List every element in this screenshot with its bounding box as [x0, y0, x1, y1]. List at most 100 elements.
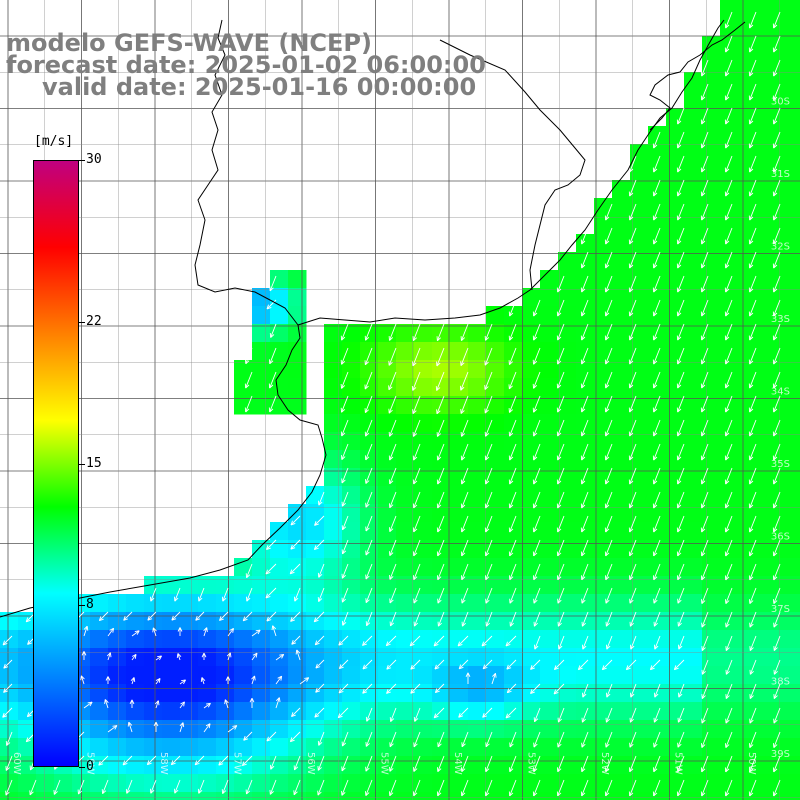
wind-arrow — [251, 652, 258, 661]
wind-arrow — [700, 539, 709, 557]
wind-speed-cell — [522, 648, 541, 667]
wind-arrow — [628, 179, 637, 197]
wind-speed-cell — [774, 738, 793, 757]
wind-speed-cell — [144, 594, 163, 613]
wind-speed-cell — [504, 648, 523, 667]
wind-speed-cell — [558, 252, 577, 271]
wind-speed-cell — [558, 288, 577, 307]
wind-speed-cell — [720, 180, 739, 199]
wind-arrow — [678, 635, 685, 650]
wind-speed-cell — [702, 90, 721, 109]
wind-speed-cell — [774, 144, 793, 163]
wind-speed-cell — [414, 792, 433, 800]
wind-speed-cell — [756, 18, 775, 37]
wind-arrow — [557, 611, 565, 627]
wind-speed-cell — [630, 342, 649, 361]
wind-speed-cell — [270, 666, 289, 685]
wind-speed-cell — [396, 576, 415, 595]
wind-speed-cell — [126, 612, 145, 631]
wind-arrow — [580, 227, 589, 245]
wind-speed-cell — [666, 684, 685, 703]
wind-arrow — [509, 611, 517, 627]
wind-speed-cell — [414, 774, 433, 793]
wind-speed-cell — [198, 774, 217, 793]
wind-speed-cell — [378, 648, 397, 667]
wind-arrow — [83, 701, 93, 709]
wind-speed-cell — [252, 540, 271, 559]
wind-arrow — [676, 755, 685, 773]
wind-arrow — [389, 731, 397, 748]
wind-speed-cell — [720, 468, 739, 487]
wind-speed-cell — [774, 792, 793, 800]
wind-speed-cell — [378, 504, 397, 523]
wind-speed-cell — [738, 288, 757, 307]
wind-speed-cell — [378, 630, 397, 649]
wind-speed-cell — [792, 702, 800, 721]
wind-arrow — [460, 443, 469, 461]
wind-arrow — [676, 395, 685, 413]
wind-arrow — [389, 755, 397, 772]
wind-speed-cell — [648, 414, 667, 433]
wind-speed-cell — [684, 720, 703, 739]
wind-arrow — [290, 515, 301, 526]
wind-arrows — [2, 11, 781, 797]
wind-speed-cell — [612, 648, 631, 667]
wind-arrow — [122, 755, 133, 766]
wind-arrow — [676, 179, 685, 197]
wind-arrow — [388, 323, 397, 341]
wind-arrow — [577, 659, 589, 671]
wind-speed-cell — [666, 378, 685, 397]
wind-arrow — [580, 347, 589, 365]
wind-arrow — [533, 587, 541, 604]
wind-speed-cell — [540, 486, 559, 505]
wind-arrow — [748, 155, 757, 173]
wind-speed-cell — [720, 558, 739, 577]
wind-arrow — [652, 323, 661, 341]
wind-speed-cell — [630, 270, 649, 289]
wind-arrow — [174, 587, 181, 602]
wind-arrow — [556, 443, 565, 461]
wind-arrow — [461, 611, 469, 627]
wind-speed-cell — [324, 504, 343, 523]
wind-speed-cell — [756, 378, 775, 397]
wind-speed-cell — [558, 414, 577, 433]
wind-speed-cell — [756, 90, 775, 109]
wind-speed-cell — [792, 180, 800, 199]
wind-arrow — [700, 107, 709, 125]
wind-speed-cell — [648, 756, 667, 775]
wind-arrow — [581, 707, 589, 723]
wind-speed-cell — [774, 342, 793, 361]
wind-speed-cell — [432, 432, 451, 451]
wind-speed-cell — [360, 468, 379, 487]
wind-speed-cell — [720, 270, 739, 289]
wind-arrow — [127, 721, 133, 733]
wind-speed-cell — [522, 594, 541, 613]
wind-speed-cell — [720, 0, 739, 19]
wind-speed-cell — [18, 720, 37, 739]
wind-speed-cell — [180, 792, 199, 800]
wind-arrow — [533, 707, 541, 723]
wind-arrow — [772, 83, 781, 101]
wind-speed-cell — [396, 522, 415, 541]
wind-speed-cell — [576, 522, 595, 541]
wind-arrow — [604, 515, 613, 533]
wind-arrow — [628, 227, 637, 245]
wind-arrow — [772, 59, 781, 77]
wind-speed-cell — [144, 738, 163, 757]
longitude-labels: 60W 59W 58W 57W 56W 55W 54W 53W 52W 51W 50W — [11, 752, 757, 775]
wind-speed-cell — [378, 612, 397, 631]
wind-arrow — [725, 635, 733, 651]
wind-speed-cell — [450, 486, 469, 505]
wind-speed-cell — [468, 360, 487, 379]
wind-arrow — [171, 611, 181, 621]
wind-speed-cell — [648, 792, 667, 800]
wind-arrow — [389, 707, 397, 722]
wind-arrow — [748, 35, 757, 53]
wind-arrow — [772, 35, 781, 53]
longitude-label: 54W — [452, 752, 463, 775]
wind-speed-cell — [90, 666, 109, 685]
wind-arrow — [268, 395, 277, 413]
wind-arrow — [509, 731, 517, 748]
wind-speed-cell — [612, 792, 631, 800]
wind-speed-cell — [18, 666, 37, 685]
